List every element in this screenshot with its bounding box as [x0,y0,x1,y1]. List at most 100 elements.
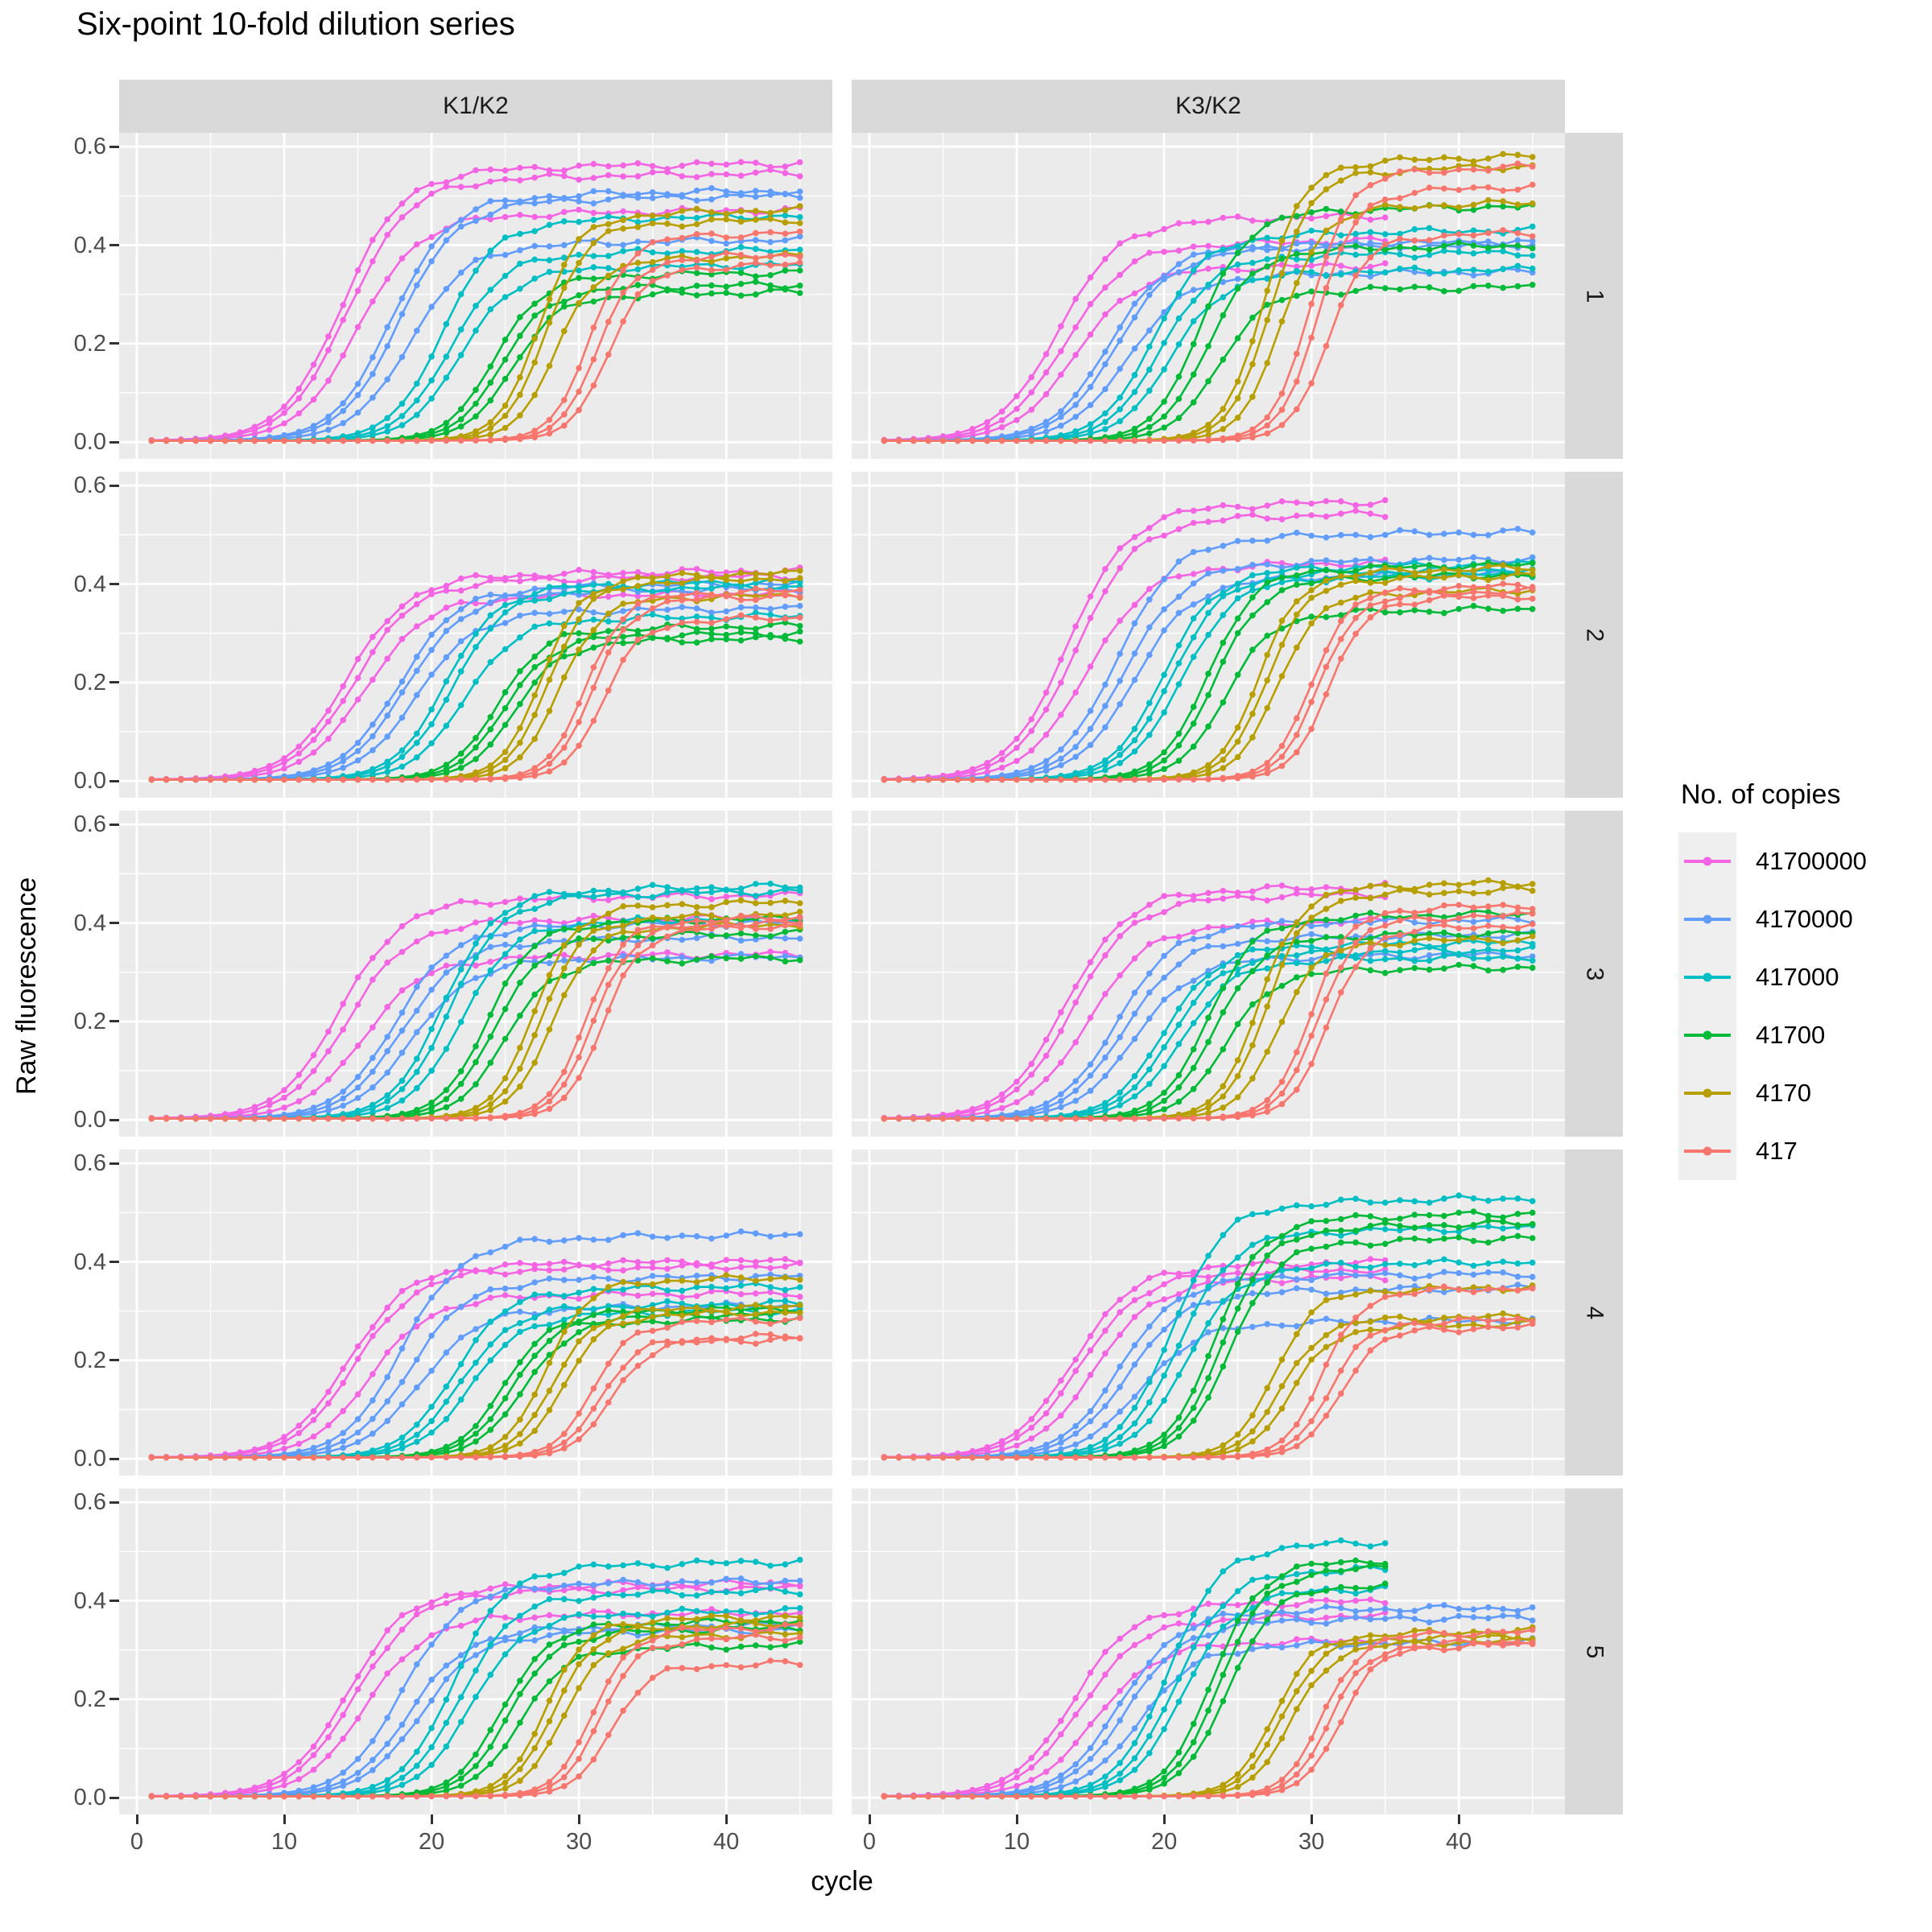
series-41700000 [148,1576,803,1800]
series-417 [881,160,1536,444]
x-tick-label: 10 [1003,1829,1030,1855]
panel-K1K2-row4 [119,1150,832,1476]
panel-K3K2-row5 [852,1488,1565,1814]
legend-key-41700000 [1678,832,1736,890]
curve-points [148,1299,803,1461]
legend-entry-label: 41700000 [1756,847,1867,875]
curve-points [881,937,1536,1122]
y-tick-mark [109,779,119,782]
row-facet-strip: 5 [1565,1488,1623,1814]
panel-K3K2-row3 [852,811,1565,1137]
y-tick-mark [109,1162,119,1165]
y-tick-label: 0.6 [73,473,106,499]
curve-points [881,1609,1389,1799]
x-tick-mark [283,1814,286,1824]
y-tick-mark [109,583,119,585]
y-tick-label: 0.4 [73,1587,106,1614]
series-41700000 [881,210,1389,444]
y-tick-label: 0.2 [73,330,106,357]
row-facet-strip: 2 [1565,472,1623,798]
curve-points [881,558,1536,783]
page-title: Six-point 10-fold dilution series [76,6,515,42]
y-tick-mark [109,1359,119,1362]
legend-key-glyph-icon [1684,1146,1731,1156]
y-tick-label: 0.6 [73,1150,106,1177]
panel-K3K2-row2 [852,472,1565,798]
legend-key-4170000 [1678,890,1736,948]
y-tick-label: 0.6 [73,1489,106,1516]
x-tick-mark [1162,1814,1166,1824]
curve-points [148,564,803,782]
series-417 [881,1626,1536,1800]
y-tick-label: 0.0 [73,1785,106,1811]
y-tick-label: 0.0 [73,768,106,795]
x-tick-label: 30 [1298,1829,1325,1855]
y-tick-label: 0.4 [73,232,106,258]
legend-entry-label: 417000 [1756,963,1839,991]
y-tick-label: 0.2 [73,669,106,696]
panel-background [119,1488,832,1814]
column-facet-label: K3/K2 [1175,93,1241,119]
legend-entry-label: 41700 [1756,1021,1826,1049]
y-tick-label: 0.0 [73,429,106,456]
y-tick-mark [109,484,119,487]
legend-key-417000 [1678,948,1736,1006]
y-tick-label: 0.4 [73,571,106,597]
column-facet-strip: K3/K2 [852,80,1565,133]
minor-gridlines [852,1150,1565,1476]
panel-K3K2-row4 [852,1150,1565,1476]
row-facet-strip: 3 [1565,811,1623,1137]
panel-background [852,1150,1565,1476]
y-tick-label: 0.6 [73,811,106,838]
y-tick-label: 0.2 [73,1008,106,1034]
panel-K1K2-row3 [119,811,832,1137]
curve-points [148,1657,803,1800]
row-facet-strip: 4 [1565,1150,1623,1476]
panel-K1K2-row5 [119,1488,832,1814]
x-tick-label: 30 [565,1829,592,1855]
legend-key-41700 [1678,1006,1736,1064]
y-tick-mark [109,1118,119,1121]
legend-key-glyph-icon [1684,914,1731,924]
legend-entry-label: 417 [1756,1137,1798,1165]
series-41700000 [881,1596,1389,1800]
legend-title: No. of copies [1681,779,1841,810]
y-tick-label: 0.4 [73,910,106,936]
curve-points [881,247,1536,444]
series-417 [881,1283,1536,1461]
curve-points [148,1256,803,1460]
y-axis-title: Raw fluorescence [11,877,42,1095]
y-tick-mark [109,823,119,826]
row-facet-label: 5 [1581,1645,1608,1658]
x-tick-mark [724,1814,728,1824]
y-tick-label: 0.2 [73,1347,106,1373]
minor-gridlines [119,1488,832,1814]
column-facet-label: K1/K2 [443,93,509,119]
curve-points [881,559,1536,783]
x-tick-label: 40 [1446,1829,1472,1855]
x-tick-label: 20 [1150,1829,1178,1855]
y-tick-mark [109,244,119,246]
major-gridlines [119,133,832,459]
panel-K1K2-row1 [119,133,832,459]
x-tick-label: 10 [270,1829,298,1855]
curve-points [881,914,1389,1121]
legend-key-glyph-icon [1684,1030,1731,1040]
x-tick-label: 0 [862,1829,877,1855]
y-tick-label: 0.4 [73,1249,106,1275]
y-tick-label: 0.6 [73,134,106,160]
curve-points [148,1333,803,1461]
series-417 [881,902,1536,1122]
series-41700000 [148,889,803,1122]
curve-points [148,1624,803,1800]
series-417 [881,580,1536,783]
series-41700000 [148,1256,803,1461]
row-facet-label: 3 [1581,967,1608,980]
row-facet-label: 1 [1581,289,1608,303]
row-facet-label: 2 [1581,628,1608,642]
x-tick-mark [577,1814,580,1824]
y-tick-mark [109,922,119,924]
y-tick-mark [109,1600,119,1602]
series-417 [148,912,803,1122]
series-417 [148,228,803,444]
